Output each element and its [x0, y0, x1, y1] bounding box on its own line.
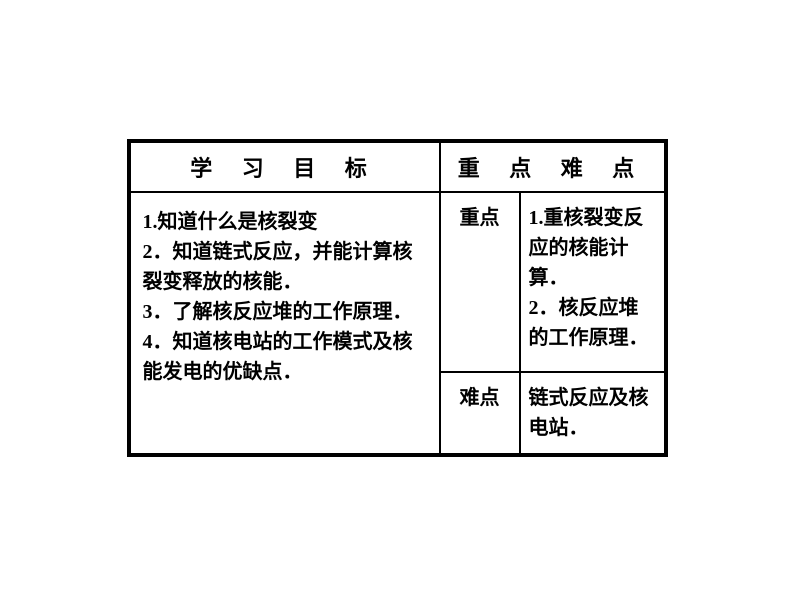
key-difficult-header: 重 点 难 点 [440, 142, 665, 192]
learning-table: 学 习 目 标 重 点 难 点 1.知道什么是核裂变 2．知道链式反应，并能计算… [127, 139, 668, 457]
difficult-points-text: 链式反应及核电站． [529, 387, 649, 439]
key-points-content: 1.重核裂变反应的核能计算． 2．核反应堆的工作原理． [520, 192, 665, 372]
header-row: 学 习 目 标 重 点 难 点 [130, 142, 665, 192]
difficult-points-content: 链式反应及核电站． [520, 372, 665, 454]
content-row-1: 1.知道什么是核裂变 2．知道链式反应，并能计算核裂变释放的核能． 3．了解核反… [130, 192, 665, 372]
content-table: 学 习 目 标 重 点 难 点 1.知道什么是核裂变 2．知道链式反应，并能计算… [129, 141, 666, 455]
difficult-point-label: 难点 [440, 372, 520, 454]
key-point-label: 重点 [440, 192, 520, 372]
objectives-text: 1.知道什么是核裂变 2．知道链式反应，并能计算核裂变释放的核能． 3．了解核反… [143, 211, 413, 383]
objectives-header: 学 习 目 标 [130, 142, 440, 192]
key-points-text: 1.重核裂变反应的核能计算． 2．核反应堆的工作原理． [529, 207, 649, 349]
objectives-content: 1.知道什么是核裂变 2．知道链式反应，并能计算核裂变释放的核能． 3．了解核反… [130, 192, 440, 454]
